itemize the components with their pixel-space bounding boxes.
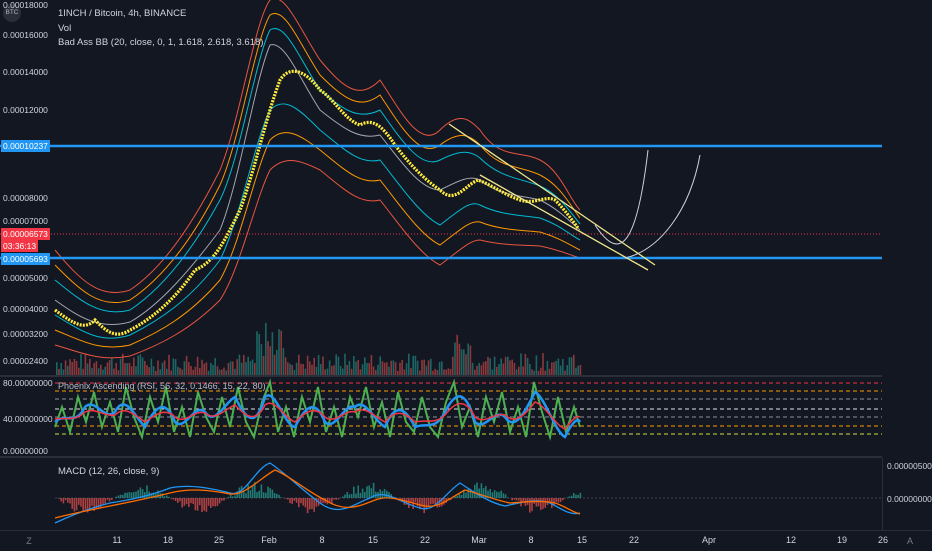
osc-tick: 40.00000000 [3, 414, 53, 424]
price-tick: 0.00004000 [3, 304, 48, 314]
time-tick: Apr [702, 535, 716, 545]
auto-scale-button[interactable]: A [903, 534, 917, 548]
time-tick: 19 [837, 535, 847, 545]
time-tick: 8 [319, 535, 324, 545]
osc-tick: 80.00000000 [3, 378, 53, 388]
resistance-level-tag: 0.00010237 [1, 140, 50, 152]
time-tick: 15 [577, 535, 587, 545]
oscillator-pane[interactable]: Phoenix Ascending (RSI, 56, 32, 0.1466, … [0, 377, 932, 456]
price-tick: 0.00018000 [3, 0, 48, 10]
time-tick: 22 [629, 535, 639, 545]
current-price-tag: 0.00006573 [1, 228, 50, 240]
macd-pane[interactable]: MACD (12, 26, close, 9) 0.00000500 0.000… [0, 458, 932, 530]
wedge-lower-trendline[interactable] [480, 175, 648, 270]
time-tick: 8 [528, 535, 533, 545]
bar-countdown-tag: 03:36:13 [1, 240, 38, 252]
volume-bars [56, 323, 581, 375]
oscillator-legend[interactable]: Phoenix Ascending (RSI, 56, 32, 0.1466, … [58, 381, 266, 391]
bb-bands [55, 0, 580, 358]
price-tick: 0.00008000 [3, 193, 48, 203]
bb-band-lower-2 [55, 133, 580, 348]
time-tick: Feb [261, 535, 277, 545]
time-tick: 18 [163, 535, 173, 545]
price-tick: 0.00012000 [3, 105, 48, 115]
macd-axis[interactable]: 0.00000500 0.00000000 [882, 458, 932, 530]
time-tick: 15 [368, 535, 378, 545]
bb-band-lower-1 [55, 104, 580, 338]
price-chart-canvas[interactable] [0, 0, 932, 375]
time-tick: 12 [786, 535, 796, 545]
support-level-tag: 0.00005693 [1, 253, 50, 265]
price-axis[interactable]: 0.00018000 0.00016000 0.00014000 0.00012… [0, 0, 52, 375]
time-axis[interactable]: Z 11 18 25 Feb 8 15 22 Mar 8 15 22 Apr 1… [0, 530, 932, 551]
symbol-title[interactable]: 1INCH / Bitcoin, 4h, BINANCE [58, 8, 186, 19]
macd-legend[interactable]: MACD (12, 26, close, 9) [58, 466, 159, 477]
time-tick: Mar [471, 535, 487, 545]
price-tick: 0.00005000 [3, 273, 48, 283]
macd-tick: 0.00000000 [887, 494, 932, 504]
price-tick: 0.00016000 [3, 30, 48, 40]
osc-tick: 0.00000000 [3, 446, 48, 456]
time-tick: 25 [214, 535, 224, 545]
price-tick: 0.00007000 [3, 216, 48, 226]
price-tick: 0.00002400 [3, 356, 48, 366]
time-tick: 11 [112, 535, 121, 545]
oscillator-axis[interactable]: 80.00000000 40.00000000 0.00000000 [0, 377, 52, 456]
price-pane[interactable]: BTC 1INCH / Bitcoin, 4h, BINANCE Vol Bad… [0, 0, 932, 375]
price-tick: 0.00003200 [3, 329, 48, 339]
macd-histogram [56, 482, 581, 513]
volume-legend[interactable]: Vol [58, 23, 71, 34]
macd-tick: 0.00000500 [887, 461, 932, 471]
bb-legend[interactable]: Bad Ass BB (20, close, 0, 1, 1.618, 2.61… [58, 37, 263, 48]
time-tick: 22 [420, 535, 430, 545]
price-tick: 0.00014000 [3, 67, 48, 77]
projection-arc-2[interactable] [625, 155, 700, 258]
time-tick: 26 [878, 535, 888, 545]
zoom-reset-button[interactable]: Z [22, 534, 36, 548]
bb-basis-line [55, 71, 578, 334]
